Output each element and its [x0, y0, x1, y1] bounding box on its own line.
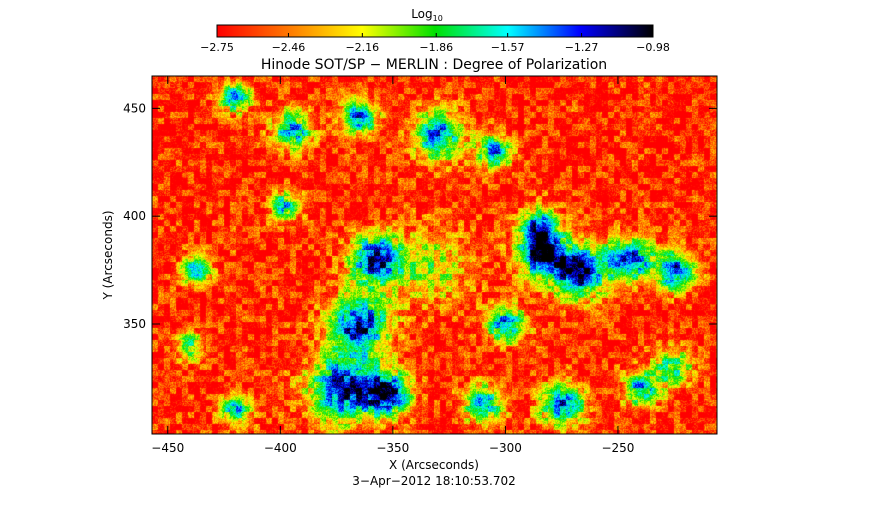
timestamp: 3−Apr−2012 18:10:53.702 [352, 474, 515, 488]
colorbar-label-subscript: 10 [433, 14, 443, 23]
y-tick-label: 350 [123, 317, 146, 331]
x-axis-label: X (Arcseconds) [389, 458, 479, 472]
y-tick-label: 450 [123, 101, 146, 115]
colorbar-tick-label: −2.46 [272, 41, 306, 54]
plot-area: −450 −400 −350 −300 −250 350 400 450 [123, 75, 718, 455]
colorbar-ticks: −2.75 −2.46 −2.16 −1.86 −1.57 −1.27 −0.98 [200, 33, 670, 54]
colorbar-tick-label: −1.27 [565, 41, 599, 54]
colorbar-tick-label: −2.16 [345, 41, 379, 54]
colorbar-tick-label: −2.75 [200, 41, 234, 54]
colorbar-label-base: Log [411, 7, 432, 21]
chart-title: Hinode SOT/SP − MERLIN : Degree of Polar… [261, 57, 607, 73]
x-tick-label: −300 [489, 441, 522, 455]
x-tick-label: −400 [264, 441, 297, 455]
y-axis-label: Y (Arcseconds) [101, 210, 115, 300]
polarization-map [152, 76, 717, 434]
y-tick-label: 400 [123, 209, 146, 223]
colorbar-tick-label: −1.86 [419, 41, 453, 54]
colorbar-tick-label: −1.57 [491, 41, 525, 54]
x-tick-label: −450 [151, 441, 184, 455]
colorbar-label: Log10 [411, 7, 443, 23]
y-axis: 350 400 450 [123, 101, 717, 331]
colorbar: Log10 −2.75 −2.46 −2.16 −1.86 −1.57 −1.27 −0.9… [200, 7, 670, 54]
x-tick-label: −350 [376, 441, 409, 455]
plot-frame [151, 75, 718, 435]
x-axis: −450 −400 −350 −300 −250 [151, 76, 634, 455]
colorbar-bar [216, 24, 654, 38]
x-tick-label: −250 [601, 441, 634, 455]
colorbar-tick-label: −0.98 [636, 41, 670, 54]
